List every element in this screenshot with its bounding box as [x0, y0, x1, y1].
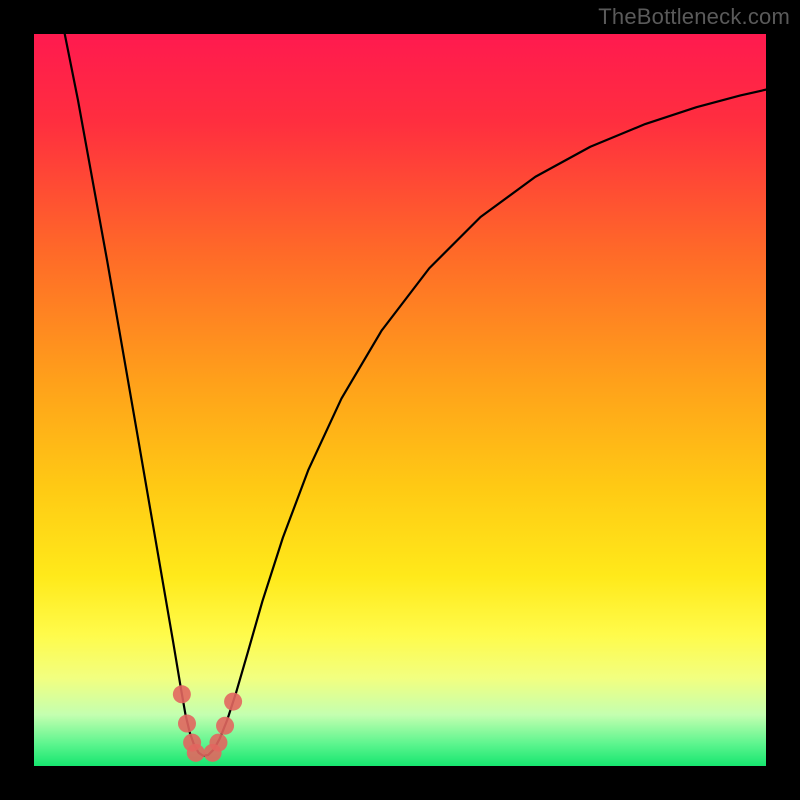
- marker-dot: [209, 734, 227, 752]
- marker-dot: [216, 717, 234, 735]
- plot-panel: [34, 34, 766, 766]
- watermark-label: TheBottleneck.com: [598, 4, 790, 30]
- marker-dot: [173, 685, 191, 703]
- marker-dot: [178, 715, 196, 733]
- bottleneck-curve-chart: [34, 34, 766, 766]
- gradient-background: [34, 34, 766, 766]
- marker-dot: [187, 744, 205, 762]
- root-container: TheBottleneck.com: [0, 0, 800, 800]
- marker-dot: [224, 693, 242, 711]
